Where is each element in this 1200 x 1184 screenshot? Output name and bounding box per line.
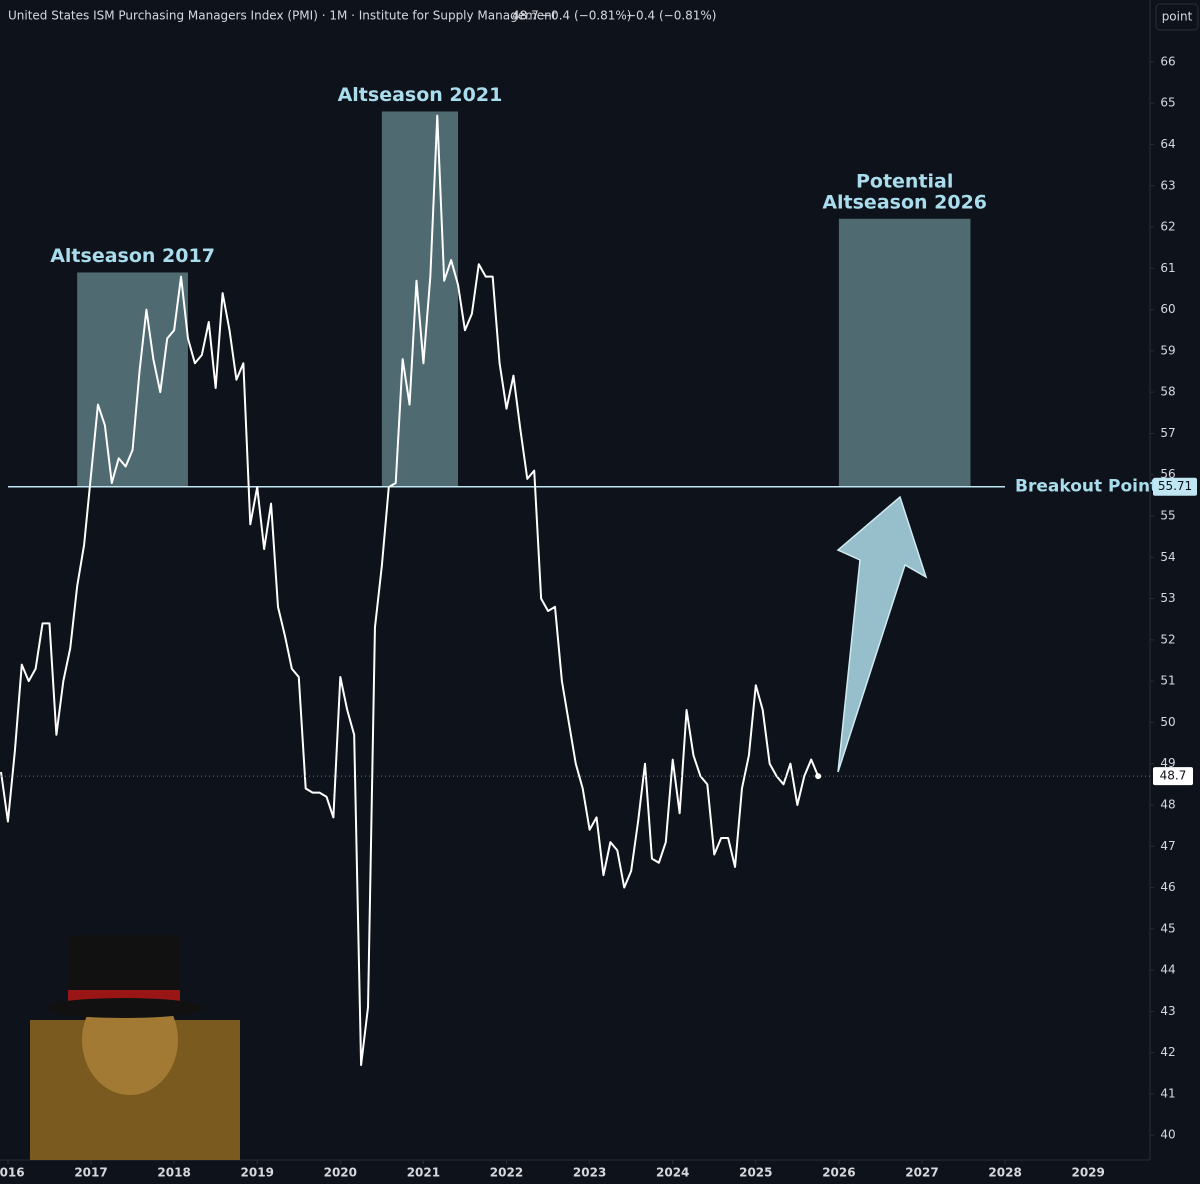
y-tick-label: 54 (1160, 550, 1175, 564)
last-value: 48.7 (512, 9, 539, 23)
y-tick-label: 60 (1160, 302, 1175, 316)
y-tick-label: 61 (1160, 261, 1175, 275)
y-tick-label: 46 (1160, 880, 1175, 894)
zone-label: Altseason 2021 (338, 84, 503, 106)
zone-label: Potential (856, 170, 953, 192)
y-tick-label: 47 (1160, 839, 1175, 853)
y-tick-label: 65 (1160, 96, 1175, 110)
y-tick-label: 66 (1160, 54, 1175, 68)
y-tick-label: 43 (1160, 1004, 1175, 1018)
y-tick-label: 55 (1160, 509, 1175, 523)
x-tick-label: 2020 (324, 1166, 357, 1180)
y-tick-label: 62 (1160, 220, 1175, 234)
last-value-badge-label: 48.7 (1160, 769, 1187, 783)
change: −0.4 (−0.81%) (626, 9, 717, 23)
unit-button-label[interactable]: point (1162, 10, 1193, 24)
y-tick-label: 48 (1160, 797, 1175, 811)
y-tick-label: 40 (1160, 1128, 1175, 1142)
breakout-label: Breakout Point (1015, 477, 1158, 497)
x-tick-label: 2021 (407, 1166, 440, 1180)
y-tick-label: 64 (1160, 137, 1175, 151)
last-point (815, 773, 822, 780)
y-tick-label: 59 (1160, 343, 1175, 357)
y-tick-label: 49 (1160, 756, 1175, 770)
x-tick-label: 2019 (241, 1166, 274, 1180)
y-tick-label: 42 (1160, 1045, 1175, 1059)
y-tick-label: 63 (1160, 178, 1175, 192)
zone (381, 111, 459, 487)
breakout-badge-label: 55.71 (1158, 479, 1192, 493)
y-tick-label: 53 (1160, 591, 1175, 605)
x-tick-label: 2028 (988, 1166, 1021, 1180)
mascot (30, 935, 240, 1160)
x-tick-label: 2018 (157, 1166, 190, 1180)
series-line (0, 114, 820, 1067)
y-tick-label: 50 (1160, 715, 1175, 729)
x-tick-label: 2024 (656, 1166, 689, 1180)
y-tick-label: 44 (1160, 963, 1175, 977)
mascot-hat-brim (44, 998, 204, 1018)
x-tick-label: 2025 (739, 1166, 772, 1180)
y-tick-label: 41 (1160, 1086, 1175, 1100)
zone (838, 218, 971, 487)
x-tick-label: 2026 (822, 1166, 855, 1180)
zone-label: Altseason 2017 (50, 245, 215, 267)
zone-label: Altseason 2026 (822, 191, 987, 213)
y-tick-label: 45 (1160, 921, 1175, 935)
plot (0, 111, 1150, 1067)
x-tick-label: 2023 (573, 1166, 606, 1180)
y-tick-label: 57 (1160, 426, 1175, 440)
change: −0.4 (−0.81%) (541, 9, 632, 23)
y-tick-label: 51 (1160, 674, 1175, 688)
unit-button[interactable] (1155, 3, 1199, 31)
x-tick-label: 2016 (0, 1166, 25, 1180)
x-tick-label: 2017 (74, 1166, 107, 1180)
x-tick-label: 2022 (490, 1166, 523, 1180)
x-tick-label: 2027 (905, 1166, 938, 1180)
x-tick-label: 2029 (1071, 1166, 1104, 1180)
chart-title: United States ISM Purchasing Managers In… (8, 9, 557, 23)
breakout-badge (1153, 477, 1197, 496)
mascot-hat (68, 935, 180, 1005)
y-tick-label: 52 (1160, 632, 1175, 646)
y-tick-label: 58 (1160, 385, 1175, 399)
last-value-badge (1153, 767, 1193, 786)
breakout-arrow (836, 495, 928, 773)
